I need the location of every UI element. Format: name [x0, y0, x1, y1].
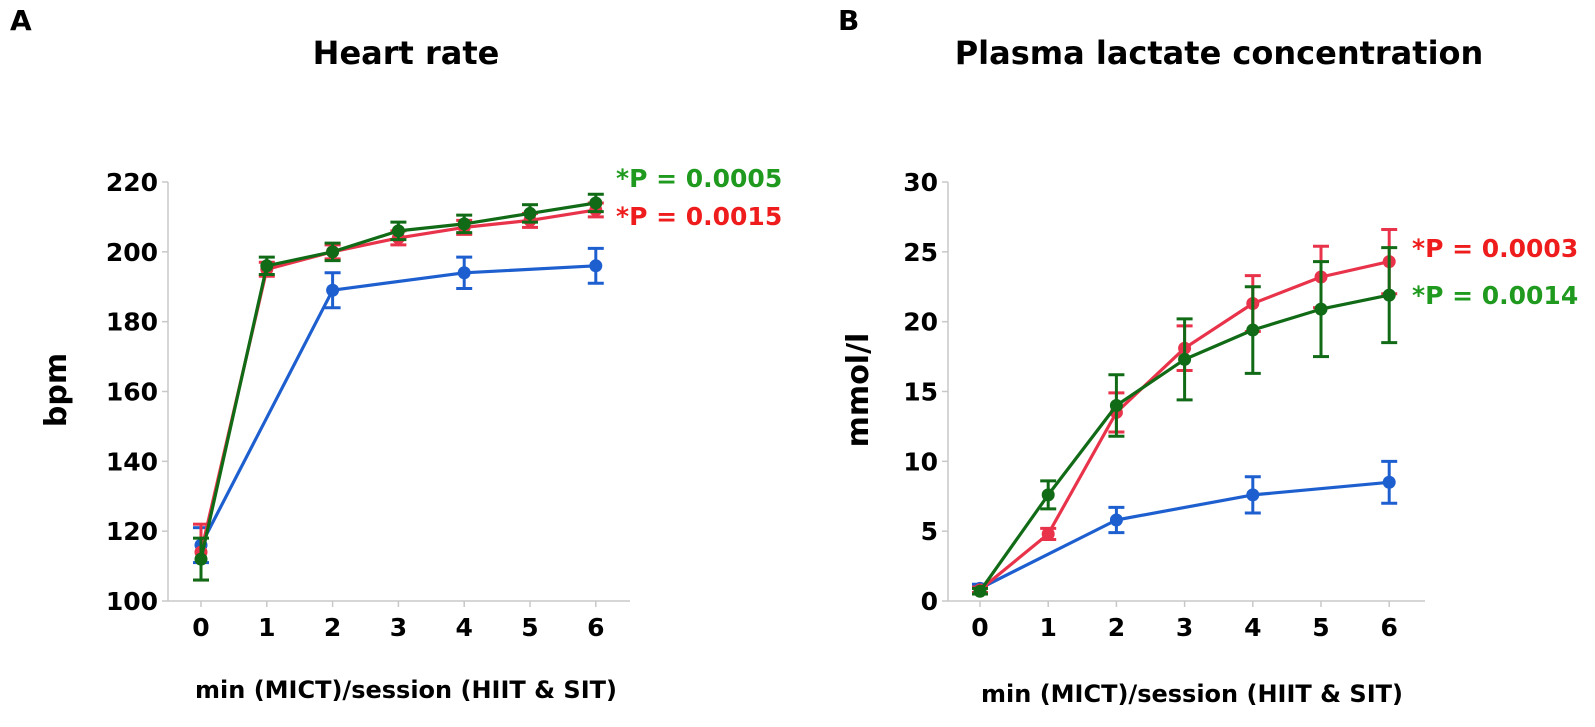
heart-rate-x-ticks: 0 1 2 3 4 5 6: [192, 601, 605, 642]
heart-rate-x-tick-label: 5: [521, 613, 538, 642]
heart-rate-p-value-sit: *P = 0.0005: [616, 164, 782, 193]
lactate-point-sit: [1314, 302, 1328, 316]
heart-rate-series-hiit: [193, 201, 604, 582]
lactate-p-value-hiit: *P = 0.0003: [1412, 234, 1578, 263]
panel-b: B Plasma lactate concentration mmol/l mi…: [838, 4, 1578, 708]
lactate-point-mict: [1109, 513, 1123, 527]
heart-rate-point-sit: [194, 552, 208, 566]
lactate-x-tick-label: 2: [1108, 613, 1125, 642]
lactate-y-ticks: 0 5 10 15 20 25 30: [903, 168, 948, 616]
lactate-p-value-sit: *P = 0.0014: [1412, 281, 1578, 310]
lactate-point-sit: [1109, 398, 1123, 412]
heart-rate-y-tick-label: 200: [106, 238, 158, 267]
lactate-title: Plasma lactate concentration: [955, 34, 1484, 72]
lactate-y-tick-label: 0: [921, 587, 938, 616]
heart-rate-point-mict: [457, 266, 471, 280]
heart-rate-y-tick-label: 140: [106, 447, 158, 476]
lactate-y-label: mmol/l: [841, 333, 876, 448]
heart-rate-y-label: bpm: [39, 353, 74, 427]
heart-rate-y-ticks: 100 120 140 160 180 200 220: [106, 168, 168, 616]
panel-a: A Heart rate bpm min (MICT)/session (HII…: [10, 4, 782, 704]
lactate-x-tick-label: 5: [1312, 613, 1329, 642]
lactate-point-sit: [1246, 323, 1260, 337]
lactate-line-mict: [979, 480, 1390, 590]
heart-rate-series-sit: [193, 192, 604, 582]
panel-letter-b: B: [838, 4, 859, 37]
lactate-x-label: min (MICT)/session (HIIT & SIT): [981, 680, 1403, 708]
heart-rate-line-mict: [199, 264, 596, 546]
heart-rate-series-mict: [193, 246, 604, 565]
heart-rate-y-tick-label: 160: [106, 378, 158, 407]
lactate-series-sit: [972, 246, 1398, 598]
lactate-series: [972, 227, 1398, 598]
lactate-x-ticks: 0 1 2 3 4 5 6: [971, 601, 1398, 642]
heart-rate-y-tick-label: 120: [106, 517, 158, 546]
lactate-x-tick-label: 0: [971, 613, 988, 642]
heart-rate-series: [193, 192, 604, 582]
lactate-point-sit: [1178, 352, 1192, 366]
lactate-point-hiit: [1041, 527, 1055, 541]
heart-rate-title: Heart rate: [313, 34, 500, 72]
lactate-point-mict: [1246, 488, 1260, 502]
heart-rate-x-tick-label: 3: [390, 613, 407, 642]
heart-rate-y-tick-label: 100: [106, 587, 158, 616]
panel-letter-a: A: [10, 4, 32, 37]
lactate-y-tick-label: 20: [903, 308, 938, 337]
lactate-point-sit: [1382, 288, 1396, 302]
heart-rate-point-sit: [326, 245, 340, 259]
heart-rate-point-sit: [523, 206, 537, 220]
heart-rate-point-sit: [589, 196, 603, 210]
lactate-x-tick-label: 4: [1244, 613, 1261, 642]
heart-rate-x-tick-label: 6: [587, 613, 604, 642]
lactate-series-hiit: [972, 227, 1398, 597]
heart-rate-point-mict: [589, 259, 603, 273]
lactate-y-tick-label: 25: [903, 238, 938, 267]
heart-rate-x-tick-label: 0: [192, 613, 209, 642]
heart-rate-point-sit: [391, 224, 405, 238]
heart-rate-point-mict: [326, 283, 340, 297]
heart-rate-x-tick-label: 4: [455, 613, 472, 642]
heart-rate-point-sit: [457, 217, 471, 231]
lactate-y-tick-label: 10: [903, 447, 938, 476]
heart-rate-y-tick-label: 180: [106, 308, 158, 337]
lactate-point-sit: [1041, 488, 1055, 502]
lactate-series-mict: [972, 459, 1398, 595]
heart-rate-y-tick-label: 220: [106, 168, 158, 197]
heart-rate-point-sit: [260, 259, 274, 273]
lactate-point-mict: [1382, 475, 1396, 489]
lactate-x-tick-label: 1: [1039, 613, 1056, 642]
lactate-y-tick-label: 15: [903, 378, 938, 407]
lactate-x-tick-label: 3: [1176, 613, 1193, 642]
lactate-y-tick-label: 5: [921, 517, 938, 546]
lactate-x-tick-label: 6: [1380, 613, 1397, 642]
heart-rate-x-tick-label: 1: [258, 613, 275, 642]
heart-rate-x-tick-label: 2: [324, 613, 341, 642]
lactate-point-sit: [973, 584, 987, 598]
lactate-y-tick-label: 30: [903, 168, 938, 197]
heart-rate-x-label: min (MICT)/session (HIIT & SIT): [195, 676, 617, 704]
heart-rate-p-value-hiit: *P = 0.0015: [616, 202, 782, 231]
